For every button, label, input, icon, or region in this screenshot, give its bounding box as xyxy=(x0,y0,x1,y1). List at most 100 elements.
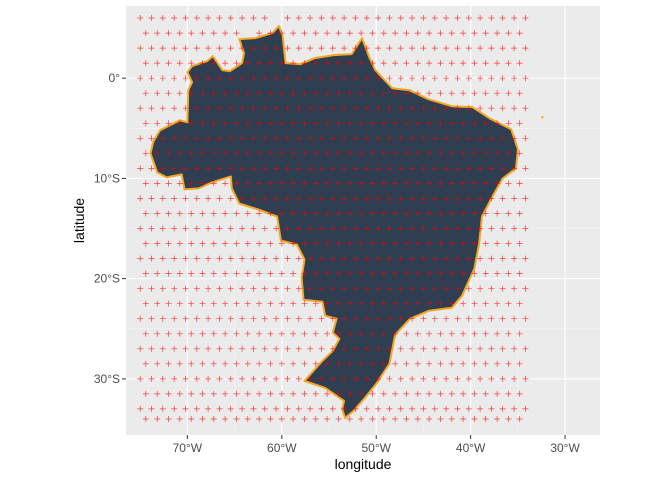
point-marker xyxy=(148,315,155,322)
point-marker xyxy=(386,285,393,292)
point-marker xyxy=(227,195,234,202)
point-marker xyxy=(341,345,348,352)
point-marker xyxy=(346,270,353,277)
point-marker xyxy=(148,195,155,202)
point-marker xyxy=(273,75,280,82)
point-marker xyxy=(454,315,461,322)
point-marker xyxy=(414,300,421,307)
point-marker xyxy=(278,390,285,397)
point-marker xyxy=(318,15,325,21)
point-marker xyxy=(222,240,229,247)
point-marker xyxy=(420,285,427,292)
point-marker xyxy=(414,120,421,127)
point-marker xyxy=(142,416,149,422)
point-marker xyxy=(482,390,489,397)
point-marker xyxy=(301,416,308,422)
point-marker xyxy=(159,315,166,322)
point-marker xyxy=(188,210,195,217)
point-marker xyxy=(193,105,200,112)
point-marker xyxy=(227,15,234,21)
point-marker xyxy=(465,315,472,322)
point-marker xyxy=(522,315,529,322)
point-marker xyxy=(278,60,285,67)
point-marker xyxy=(505,390,512,397)
point-marker xyxy=(193,225,200,232)
point-marker xyxy=(443,45,450,52)
point-marker xyxy=(341,225,348,232)
point-marker xyxy=(335,416,342,422)
point-marker xyxy=(414,90,421,97)
point-marker xyxy=(341,195,348,202)
point-marker xyxy=(165,30,172,37)
point-marker xyxy=(239,375,246,382)
point-marker xyxy=(414,416,421,422)
point-marker xyxy=(369,390,376,397)
point-marker xyxy=(261,195,268,202)
point-marker xyxy=(216,135,223,142)
point-marker xyxy=(426,330,433,337)
point-marker xyxy=(471,390,478,397)
point-marker xyxy=(318,345,325,352)
point-marker xyxy=(363,45,370,52)
point-marker xyxy=(409,165,416,172)
point-marker xyxy=(431,375,438,382)
point-marker xyxy=(250,405,257,412)
point-marker xyxy=(341,75,348,82)
point-marker xyxy=(352,315,359,322)
point-marker xyxy=(363,165,370,172)
point-marker xyxy=(431,165,438,172)
point-marker xyxy=(511,315,518,322)
point-marker xyxy=(267,90,274,97)
point-marker xyxy=(261,45,268,52)
point-marker xyxy=(431,255,438,262)
point-marker xyxy=(488,165,495,172)
point-marker xyxy=(273,315,280,322)
point-marker xyxy=(488,315,495,322)
y-axis-title: latitude xyxy=(71,198,87,243)
point-marker xyxy=(363,15,370,21)
point-marker xyxy=(222,210,229,217)
point-marker xyxy=(335,120,342,127)
point-marker xyxy=(324,150,331,157)
point-marker xyxy=(460,180,467,187)
point-marker xyxy=(414,180,421,187)
point-marker xyxy=(171,135,178,142)
point-marker xyxy=(193,345,200,352)
point-marker xyxy=(363,225,370,232)
point-marker xyxy=(312,330,319,337)
point-marker xyxy=(216,105,223,112)
point-marker xyxy=(443,165,450,172)
point-marker xyxy=(482,120,489,127)
point-marker xyxy=(358,210,365,217)
point-marker xyxy=(375,345,382,352)
point-marker xyxy=(205,255,212,262)
point-marker xyxy=(505,120,512,127)
point-marker xyxy=(171,45,178,52)
point-marker xyxy=(295,345,302,352)
point-marker xyxy=(335,240,342,247)
point-marker xyxy=(171,255,178,262)
point-marker xyxy=(295,15,302,21)
point-marker xyxy=(188,240,195,247)
point-marker xyxy=(522,15,529,21)
point-marker xyxy=(312,180,319,187)
point-marker xyxy=(318,75,325,82)
point-marker xyxy=(312,416,319,422)
point-marker xyxy=(363,135,370,142)
point-marker xyxy=(454,135,461,142)
point-marker xyxy=(176,390,183,397)
point-marker xyxy=(335,150,342,157)
point-marker xyxy=(380,210,387,217)
point-marker xyxy=(210,390,217,397)
point-marker xyxy=(250,225,257,232)
point-marker xyxy=(465,405,472,412)
point-marker xyxy=(250,195,257,202)
point-marker xyxy=(403,330,410,337)
point-marker xyxy=(386,315,393,322)
point-marker xyxy=(409,285,416,292)
point-marker xyxy=(363,315,370,322)
point-marker xyxy=(516,150,523,157)
point-marker xyxy=(171,15,178,21)
point-marker xyxy=(352,105,359,112)
point-marker xyxy=(397,105,404,112)
